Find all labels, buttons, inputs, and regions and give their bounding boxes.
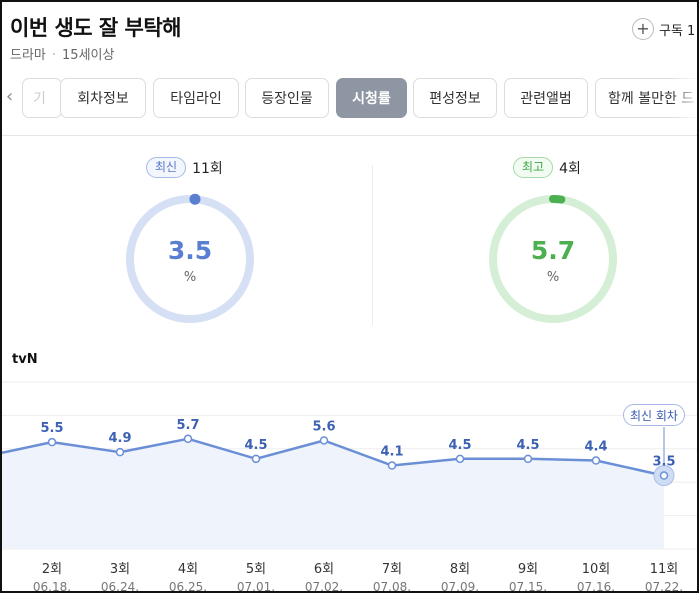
- best-gauge-ring: [489, 194, 617, 323]
- x-tick-date: 06.24.: [101, 580, 139, 593]
- x-tick-date: 06.25.: [169, 580, 207, 593]
- data-label: 5.7: [176, 418, 199, 433]
- data-point: [115, 447, 125, 457]
- age-rating-label: 15세이상: [62, 48, 115, 63]
- data-label: 4.5: [516, 438, 539, 453]
- x-tick-label: 8회: [450, 562, 470, 577]
- x-tick-label: 7회: [382, 562, 402, 577]
- latest-episode: 11회: [192, 160, 223, 177]
- x-tick-date: 07.01.: [237, 580, 275, 593]
- channel-label: tvN: [12, 352, 38, 367]
- genre-label: 드라마: [10, 48, 46, 63]
- data-label: 3.5: [652, 455, 675, 470]
- x-tick-date: 07.22.: [645, 580, 683, 593]
- x-tick-label: 5회: [246, 562, 266, 577]
- data-label: 4.4: [584, 440, 607, 455]
- x-tick-date: 07.16.: [577, 580, 615, 593]
- x-tick-label: 10회: [582, 562, 611, 577]
- x-tick-label: 9회: [518, 562, 538, 577]
- tab-fade: [671, 78, 697, 118]
- data-point: [319, 436, 329, 445]
- subscribe-button[interactable]: + 구독 1: [632, 18, 697, 40]
- best-gauge-indicator: [549, 194, 566, 204]
- latest-gauge-indicator: [189, 193, 201, 205]
- latest-rating-gauge: 3.5 %: [123, 192, 257, 326]
- data-label: 4.5: [244, 438, 267, 453]
- x-tick-label: 11회: [650, 562, 679, 577]
- best-badge: 최고: [513, 157, 554, 178]
- tab-characters[interactable]: 등장인물: [245, 78, 329, 118]
- best-rating-unit: %: [546, 270, 560, 285]
- best-episode: 4회: [559, 160, 581, 177]
- tab-related-albums[interactable]: 관련앨범: [504, 78, 588, 118]
- data-point: [455, 454, 465, 464]
- data-label: 4.1: [380, 445, 403, 460]
- separator-dot: ·: [51, 48, 57, 63]
- data-point: [523, 454, 533, 464]
- x-tick-label: 6회: [314, 562, 334, 577]
- data-point: [591, 456, 601, 465]
- data-point: [387, 461, 397, 470]
- x-tick-date: 07.02.: [305, 580, 343, 593]
- latest-gauge-label: 최신 11회: [146, 157, 223, 178]
- best-gauge-label: 최고 4회: [513, 157, 581, 178]
- ratings-chart: 5.5 4.9 5.7 4.5 5.6 4.1 4.5 4.5 4.4 3.5 2회 06.18. 3회…: [2, 381, 697, 593]
- page-title: 이번 생도 잘 부탁해: [10, 16, 182, 40]
- tab-ratings[interactable]: 시청률: [336, 78, 407, 118]
- chevron-left-icon[interactable]: ‹: [6, 86, 14, 107]
- best-rating-gauge: 5.7 %: [486, 192, 620, 326]
- divider-vertical: [372, 165, 373, 325]
- x-tick-label: 2회: [42, 562, 62, 577]
- data-label: 4.5: [448, 438, 471, 453]
- x-tick-date: 07.15.: [509, 580, 547, 593]
- subscribe-label: 구독 1: [659, 23, 696, 39]
- x-tick-date: 07.09.: [441, 580, 479, 593]
- latest-badge: 최신: [146, 157, 187, 178]
- x-tick-label: 4회: [178, 562, 198, 577]
- tab-bar: ‹ 기 회차정보 타임라인 등장인물 시청률 편성정보 관련앨범 함께 볼만한 …: [2, 78, 697, 118]
- data-point: [251, 454, 261, 464]
- x-tick-date: 07.08.: [373, 580, 411, 593]
- tab-timeline[interactable]: 타임라인: [153, 78, 239, 118]
- tab-schedule[interactable]: 편성정보: [413, 78, 497, 118]
- tab-episode-info[interactable]: 회차정보: [60, 78, 146, 118]
- chart-area-fill: [2, 438, 664, 549]
- data-point: [183, 434, 193, 444]
- data-point: [659, 471, 669, 480]
- data-label: 4.9: [108, 431, 131, 446]
- data-label: 5.5: [40, 421, 63, 436]
- data-point: [47, 437, 57, 447]
- x-tick-label: 3회: [110, 562, 130, 577]
- x-tick-date: 06.18.: [33, 580, 71, 593]
- latest-episode-tag: 최신 회차: [623, 404, 685, 426]
- best-rating-value: 5.7: [530, 236, 576, 265]
- plus-icon: +: [632, 18, 654, 40]
- divider: [2, 135, 697, 136]
- latest-gauge-ring: [126, 193, 254, 323]
- data-label: 5.6: [312, 419, 335, 434]
- tab-partial[interactable]: 기: [22, 78, 62, 118]
- latest-rating-value: 3.5: [167, 236, 213, 265]
- latest-rating-unit: %: [183, 270, 197, 285]
- subtitle: 드라마 · 15세이상: [10, 44, 114, 63]
